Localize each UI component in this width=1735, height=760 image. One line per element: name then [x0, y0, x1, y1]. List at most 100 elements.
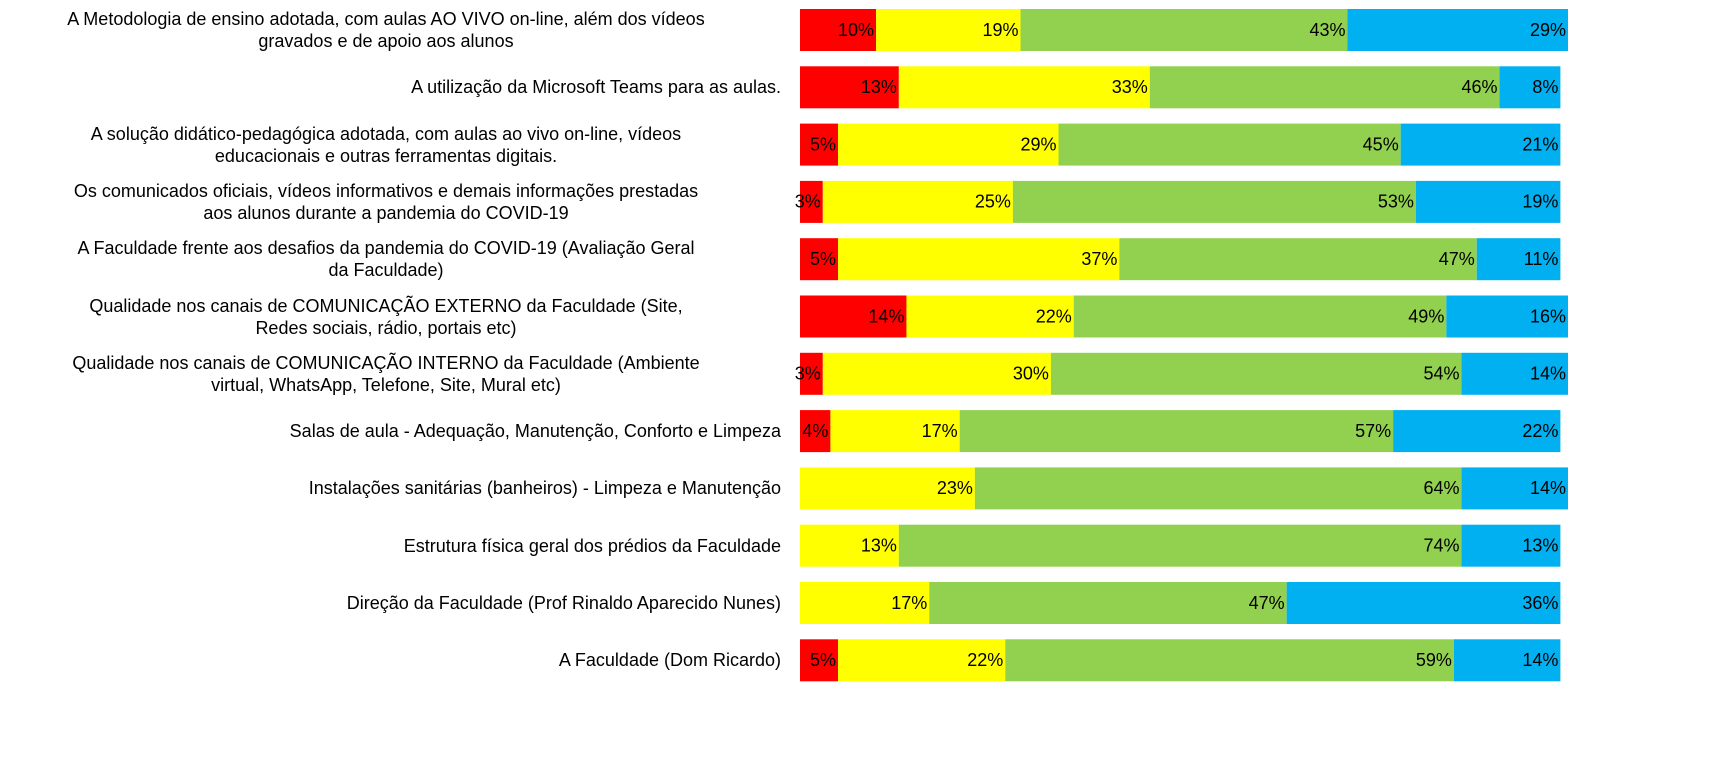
- bar-segment: [1020, 9, 1348, 51]
- bar-segment: [974, 467, 1462, 510]
- bar-segment: [830, 410, 960, 453]
- value-label: 25%: [975, 192, 1011, 212]
- bar-segment: [1058, 123, 1401, 166]
- value-label: 53%: [1378, 192, 1414, 212]
- value-label: 17%: [891, 593, 927, 613]
- value-label: 57%: [1355, 421, 1391, 441]
- category-line: Os comunicados oficiais, vídeos informat…: [73, 180, 699, 201]
- value-label: 49%: [1408, 306, 1444, 326]
- bar-segment: [800, 467, 975, 510]
- bar-segment: [1499, 66, 1561, 109]
- bar-segment: [906, 295, 1074, 338]
- value-label: 8%: [1532, 77, 1558, 97]
- value-label: 14%: [868, 306, 904, 326]
- value-label: 64%: [1424, 478, 1460, 498]
- value-label: 11%: [1524, 249, 1559, 269]
- category-line: A Faculdade (Dom Ricardo): [558, 650, 781, 671]
- bar-segment: [1012, 180, 1416, 223]
- bar-segment: [959, 410, 1394, 453]
- value-label: 3%: [795, 192, 821, 212]
- value-label: 59%: [1416, 650, 1452, 670]
- value-label: 13%: [861, 77, 897, 97]
- bar-segment: [800, 582, 930, 624]
- bar-segment: [1119, 238, 1477, 281]
- value-label: 54%: [1424, 364, 1460, 384]
- bar-segment: [838, 238, 1120, 281]
- value-label: 21%: [1522, 134, 1558, 154]
- category-line: Direção da Faculdade (Prof Rinaldo Apare…: [346, 593, 781, 613]
- bar-segment: [1446, 295, 1568, 338]
- category-label: A Metodologia de ensino adotada, com aul…: [0, 8, 781, 52]
- category-line: virtual, WhatsApp, Telefone, Site, Mural…: [211, 374, 561, 395]
- value-label: 43%: [1309, 20, 1345, 40]
- bar-segment: [1347, 9, 1568, 51]
- bar-segment: [800, 238, 839, 281]
- value-label: 22%: [967, 650, 1003, 670]
- bar-segment: [800, 410, 831, 453]
- value-label: 16%: [1530, 306, 1566, 326]
- category-line: da Faculdade): [328, 260, 444, 281]
- category-label: A utilização da Microsoft Teams para as …: [0, 76, 781, 98]
- value-label: 13%: [1522, 535, 1558, 555]
- value-label: 14%: [1530, 478, 1566, 498]
- value-label: 5%: [810, 650, 836, 670]
- bar-segment: [1453, 639, 1561, 682]
- category-line: educacionais e outras ferramentas digita…: [214, 145, 558, 166]
- bar-segment: [1393, 410, 1561, 453]
- bar-segment: [1149, 66, 1500, 109]
- value-label: 10%: [838, 20, 874, 40]
- value-label: 37%: [1081, 249, 1117, 269]
- category-label: Direção da Faculdade (Prof Rinaldo Apare…: [0, 592, 781, 614]
- category-line: gravados e de apoio aos alunos: [258, 31, 514, 51]
- value-label: 4%: [802, 421, 828, 441]
- bar-segment: [800, 639, 839, 682]
- bar-segment: [1400, 123, 1561, 166]
- value-label: 45%: [1363, 134, 1399, 154]
- bar-segment: [876, 9, 1021, 51]
- value-label: 5%: [810, 249, 836, 269]
- bar-segment: [822, 352, 1051, 395]
- category-label: Instalações sanitárias (banheiros) - Lim…: [0, 477, 781, 499]
- bar-segment: [929, 582, 1287, 624]
- value-label: 29%: [1530, 20, 1566, 40]
- category-line: A solução didático-pedagógica adotada, c…: [90, 123, 682, 144]
- category-line: Estrutura física geral dos prédios da Fa…: [403, 535, 781, 556]
- bar-segment: [1050, 352, 1462, 395]
- value-label: 46%: [1462, 77, 1498, 97]
- value-label: 29%: [1021, 134, 1057, 154]
- bar-segment: [838, 123, 1059, 166]
- value-label: 47%: [1439, 249, 1475, 269]
- bar-segment: [800, 66, 899, 109]
- value-label: 14%: [1522, 650, 1558, 670]
- category-label: Qualidade nos canais de COMUNICAÇÃO EXTE…: [0, 295, 781, 339]
- bar-segment: [1461, 524, 1561, 567]
- category-line: Qualidade nos canais de COMUNICAÇÃO EXTE…: [89, 295, 683, 316]
- category-line: A Metodologia de ensino adotada, com aul…: [67, 9, 705, 29]
- category-label: Qualidade nos canais de COMUNICAÇÃO INTE…: [0, 352, 781, 396]
- value-label: 5%: [810, 134, 836, 154]
- bar-segment: [800, 9, 877, 51]
- value-label: 3%: [795, 364, 821, 384]
- category-label: A Faculdade (Dom Ricardo): [0, 649, 781, 671]
- bar-segment: [1286, 582, 1561, 624]
- value-label: 36%: [1522, 593, 1558, 613]
- value-label: 19%: [1522, 192, 1558, 212]
- category-line: aos alunos durante a pandemia do COVID-1…: [203, 202, 569, 223]
- category-line: Redes sociais, rádio, portais etc): [255, 317, 517, 338]
- value-label: 30%: [1013, 364, 1049, 384]
- bar-segment: [822, 180, 1013, 223]
- value-label: 74%: [1424, 535, 1460, 555]
- category-label: Estrutura física geral dos prédios da Fa…: [0, 535, 781, 557]
- bar-segment: [898, 66, 1150, 109]
- bar-segment: [800, 123, 839, 166]
- bar-segment: [800, 524, 899, 567]
- bar-segment: [1005, 639, 1454, 682]
- value-label: 13%: [861, 535, 897, 555]
- category-label: Salas de aula - Adequação, Manutenção, C…: [0, 420, 781, 442]
- category-line: Salas de aula - Adequação, Manutenção, C…: [289, 421, 781, 442]
- category-line: Instalações sanitárias (banheiros) - Lim…: [308, 478, 781, 499]
- value-label: 19%: [982, 20, 1018, 40]
- bar-segment: [1476, 238, 1561, 281]
- category-label: A Faculdade frente aos desafios da pande…: [0, 237, 781, 281]
